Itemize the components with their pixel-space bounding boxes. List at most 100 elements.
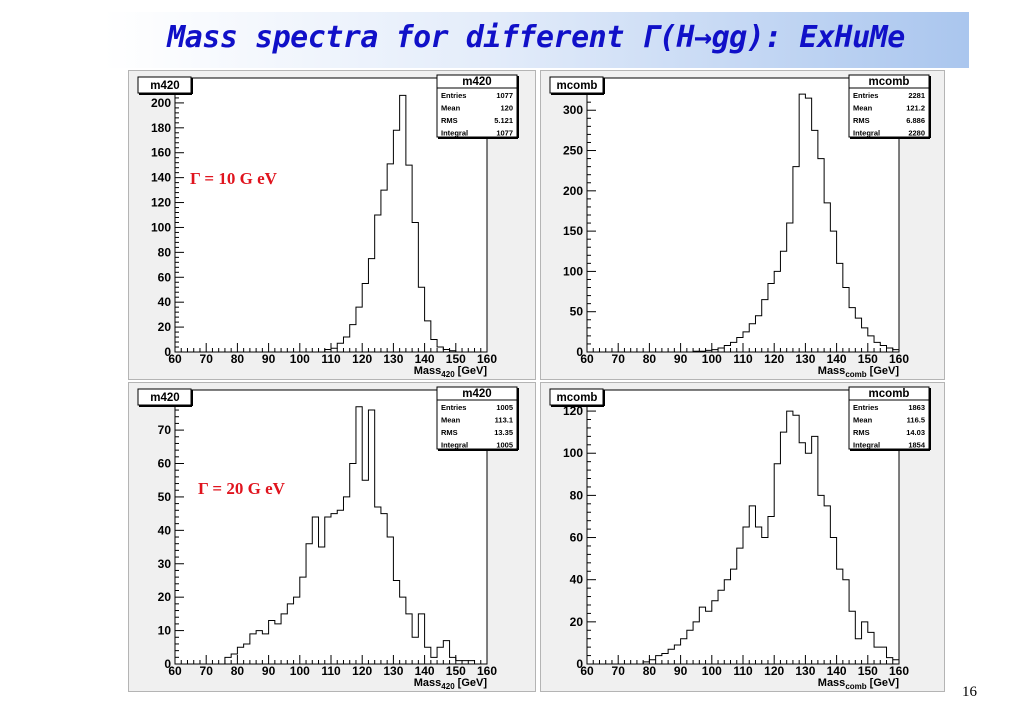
x-tick-label: 120 [352, 352, 372, 366]
y-tick-label: 50 [570, 305, 584, 319]
x-tick-label: 110 [733, 664, 753, 678]
stats-value: 1854 [908, 441, 926, 450]
histogram-name: mcomb [557, 392, 598, 404]
stats-value: 1863 [908, 403, 925, 412]
x-tick-label: 110 [733, 352, 753, 366]
y-tick-label: 100 [563, 446, 583, 460]
x-tick-label: 150 [858, 352, 878, 366]
x-tick-label: 120 [764, 352, 784, 366]
x-tick-label: 120 [352, 664, 372, 678]
stats-box: mcomb Entries 2281 Mean 121.2 RMS 6.886 Integra… [848, 74, 931, 139]
stats-label: Entries [853, 403, 878, 412]
y-tick-label: 20 [158, 590, 172, 604]
histogram-line [587, 93, 899, 353]
stats-value: 13.35 [494, 428, 513, 437]
x-axis-title: Mass420 [GeV] [414, 677, 488, 691]
x-tick-label: 60 [168, 664, 182, 678]
y-tick-label: 200 [563, 184, 583, 198]
width-annotation: Γ = 10 G eV [190, 169, 278, 188]
x-tick-label: 150 [446, 664, 466, 678]
histogram-pad-top-right: 0 50 100 150 200 250 300 60 70 80 90 100 110 120 130 14… [540, 70, 945, 380]
plot-frame [174, 77, 488, 353]
x-tick-label: 110 [321, 664, 341, 678]
y-tick-label: 30 [158, 557, 172, 571]
width-annotation: Γ = 20 G eV [198, 479, 286, 498]
stats-label: Entries [441, 91, 466, 100]
y-tick-label: 150 [563, 224, 583, 238]
stats-label: Integral [853, 441, 880, 450]
x-tick-label: 100 [290, 352, 310, 366]
stats-box-title: m420 [462, 76, 491, 88]
x-tick-label: 130 [383, 664, 403, 678]
y-tick-label: 120 [563, 404, 583, 418]
stats-value: 116.5 [907, 416, 925, 425]
stats-value: 6.886 [906, 116, 925, 125]
x-axis-title-main: Mass [818, 365, 846, 377]
x-axis-title: Masscomb [GeV] [818, 677, 900, 691]
stats-box-frame [848, 386, 930, 450]
stats-box: m420 Entries 1077 Mean 120 RMS 5.121 Integral 10… [436, 74, 519, 139]
y-tick-label: 60 [158, 270, 172, 284]
x-tick-label: 90 [262, 352, 276, 366]
y-tick-label: 0 [164, 345, 171, 359]
slide-title: Mass spectra for different Γ(H→gg): ExHu… [167, 20, 905, 55]
x-tick-label: 130 [795, 352, 815, 366]
stats-label: Integral [853, 129, 880, 138]
x-tick-label: 120 [764, 664, 784, 678]
histogram-pad-bottom-right: 0 20 40 60 80 100 120 60 70 80 90 100 110 120 130 140 15… [540, 382, 945, 692]
stats-label: RMS [853, 428, 870, 437]
y-tick-label: 10 [158, 624, 172, 638]
stats-label: Mean [441, 416, 461, 425]
x-tick-label: 160 [477, 664, 497, 678]
histogram-line [587, 410, 899, 665]
stats-value: 1005 [496, 441, 513, 450]
histogram-line [175, 406, 487, 665]
stats-box-title: m420 [462, 388, 491, 400]
x-tick-label: 70 [612, 664, 626, 678]
stats-box: mcomb Entries 1863 Mean 116.5 RMS 14.03 Integra… [848, 386, 931, 451]
y-tick-label: 0 [576, 657, 583, 671]
x-tick-label: 70 [200, 664, 214, 678]
x-axis-title-unit: [GeV] [870, 677, 900, 689]
y-tick-label: 80 [570, 488, 584, 502]
histogram-pad-bottom-left: 0102030405060708060708090100110120130140… [128, 382, 536, 692]
stats-box-title: mcomb [869, 388, 910, 400]
x-axis-title-unit: [GeV] [458, 365, 488, 377]
stats-value: 113.1 [495, 416, 513, 425]
stats-value: 5.121 [494, 116, 513, 125]
y-tick-label: 100 [151, 220, 171, 234]
x-axis-title-main: Mass [414, 677, 442, 689]
y-tick-label: 20 [570, 615, 584, 629]
y-tick-label: 200 [151, 96, 171, 110]
y-tick-label: 0 [164, 657, 171, 671]
x-axis-title-unit: [GeV] [458, 677, 488, 689]
y-tick-label: 80 [158, 245, 172, 259]
x-axis-title-unit: [GeV] [870, 365, 900, 377]
x-axis-title: Masscomb [GeV] [818, 365, 900, 379]
stats-label: RMS [853, 116, 870, 125]
stats-label: Integral [441, 441, 468, 450]
y-tick-label: 0 [576, 345, 583, 359]
histogram-name: m420 [150, 80, 179, 92]
x-tick-label: 140 [415, 352, 435, 366]
x-tick-label: 70 [200, 352, 214, 366]
x-tick-label: 140 [827, 664, 847, 678]
x-tick-label: 90 [674, 352, 688, 366]
x-tick-label: 80 [643, 352, 657, 366]
plot-frame [174, 389, 488, 665]
y-tick-label: 20 [158, 320, 172, 334]
x-tick-label: 160 [889, 664, 909, 678]
y-tick-label: 60 [158, 457, 172, 471]
y-tick-label: 100 [563, 264, 583, 278]
x-tick-label: 60 [168, 352, 182, 366]
y-tick-label: 50 [158, 490, 172, 504]
histogram-name-box: m420 [137, 76, 193, 95]
stats-value: 121.2 [906, 104, 925, 113]
stats-label: Integral [441, 129, 468, 138]
x-axis-title-subscript: comb [845, 370, 866, 379]
x-tick-label: 110 [321, 352, 341, 366]
y-tick-label: 70 [158, 423, 172, 437]
x-axis-title-subscript: comb [845, 682, 866, 691]
histogram-name-box: mcomb [549, 388, 605, 407]
stats-value: 1005 [496, 403, 513, 412]
